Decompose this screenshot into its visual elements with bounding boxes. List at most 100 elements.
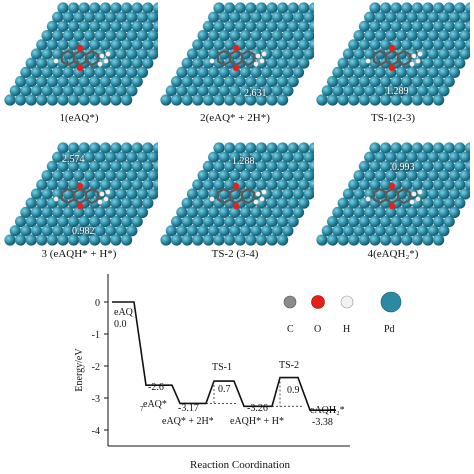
barrier-TS2: 0.9	[287, 385, 300, 396]
pd-atom	[218, 151, 230, 163]
pd-atom	[192, 76, 204, 88]
hydrogen-atom	[253, 61, 259, 67]
pd-atom	[454, 179, 466, 191]
pd-atom	[287, 197, 299, 209]
pd-atom	[110, 197, 122, 209]
pd-atom	[36, 57, 48, 69]
pd-atom	[121, 197, 133, 209]
pd-atom	[110, 234, 122, 246]
panel-2-distance: 2.631	[244, 88, 267, 99]
pd-atom	[186, 225, 199, 237]
pd-atom	[131, 57, 143, 69]
pd-atom	[282, 29, 294, 42]
pd-atom	[406, 85, 418, 97]
y-ticks: 0 -1 -2 -3 -4	[92, 298, 108, 437]
pd-atom	[287, 160, 299, 172]
pd-atom	[385, 206, 397, 218]
pd-atom	[411, 2, 423, 14]
pd-atom	[229, 206, 241, 218]
oxygen-atom	[388, 182, 396, 190]
pd-atom	[261, 66, 273, 78]
pd-atom	[277, 142, 289, 154]
pd-atom	[303, 11, 314, 23]
pd-atom	[353, 66, 365, 78]
pd-atom	[348, 39, 360, 51]
pd-atom	[245, 94, 257, 106]
pd-atom	[99, 216, 111, 228]
pd-atom	[266, 216, 278, 228]
pd-atom	[369, 2, 381, 14]
pd-atom	[401, 160, 413, 172]
pd-atom	[390, 94, 402, 106]
pd-atom	[197, 188, 209, 200]
pd-atom	[464, 160, 470, 172]
pd-atom	[411, 216, 423, 228]
pd-atom	[417, 225, 429, 237]
pd-atom	[271, 48, 283, 60]
pd-atom	[364, 170, 376, 182]
pd-atom	[443, 179, 455, 191]
pd-slab-structure-3	[316, 2, 470, 106]
pd-atom	[448, 151, 461, 163]
pd-atom	[433, 2, 445, 14]
pd-atom	[229, 85, 241, 97]
pd-atom	[83, 85, 96, 97]
pd-atom	[271, 11, 283, 23]
pd-atom	[292, 206, 305, 218]
hydrogen-atom	[255, 191, 261, 197]
pd-atom	[57, 197, 69, 209]
pd-atom	[417, 11, 429, 23]
pd-atom	[348, 94, 360, 106]
pd-atom	[105, 66, 117, 78]
pd-atom	[136, 29, 149, 42]
pd-atom	[266, 197, 278, 209]
pd-atom	[422, 179, 434, 191]
pd-atom	[358, 20, 370, 32]
pd-atom	[364, 11, 376, 23]
pd-atom	[282, 225, 294, 237]
pd-atom	[332, 85, 344, 97]
pd-atom	[245, 2, 257, 14]
pd-atom	[73, 11, 85, 23]
hydrogen-atom	[417, 189, 423, 195]
pd-atom	[261, 29, 273, 42]
pd-atom	[78, 76, 90, 88]
pd-atom	[427, 151, 439, 163]
panel-4-distance-a: 2.574	[62, 154, 85, 165]
pd-atom	[62, 85, 74, 97]
panel-5-distance: 1.288	[232, 156, 255, 167]
pd-atom	[298, 160, 310, 172]
pd-atom	[353, 85, 365, 97]
pd-atom	[385, 151, 397, 163]
y-tick-label-0: 0	[95, 298, 100, 309]
pd-atom	[327, 76, 339, 88]
pd-atom	[57, 179, 69, 191]
pd-atom	[282, 85, 294, 97]
pd-atom	[36, 234, 48, 246]
x-axis-label: Reaction Coordination	[190, 459, 290, 471]
pd-atom	[30, 85, 43, 97]
pd-atom	[298, 39, 310, 51]
pd-atom	[308, 160, 314, 172]
pd-atom	[41, 188, 53, 200]
pd-atom	[234, 76, 246, 88]
pd-atom	[126, 170, 138, 182]
pd-atom	[374, 29, 386, 42]
panel-4-caption: 3 (eAQH* + H*)	[41, 248, 117, 260]
pd-atom	[136, 151, 149, 163]
pd-atom	[303, 188, 314, 200]
pd-atom	[277, 197, 289, 209]
pd-atom	[401, 142, 413, 154]
pd-atom	[52, 225, 64, 237]
pd-atom	[197, 206, 209, 218]
pd-atom	[224, 39, 236, 51]
pd-atom	[94, 11, 106, 23]
pd-atom	[41, 48, 53, 60]
panel-6-distance: 0.993	[392, 162, 415, 173]
pd-atom	[459, 188, 470, 200]
pd-atom	[433, 94, 445, 106]
pd-atom	[422, 57, 434, 69]
pd-atom	[131, 39, 143, 51]
pd-atom	[110, 2, 122, 14]
pd-atom	[271, 206, 283, 218]
